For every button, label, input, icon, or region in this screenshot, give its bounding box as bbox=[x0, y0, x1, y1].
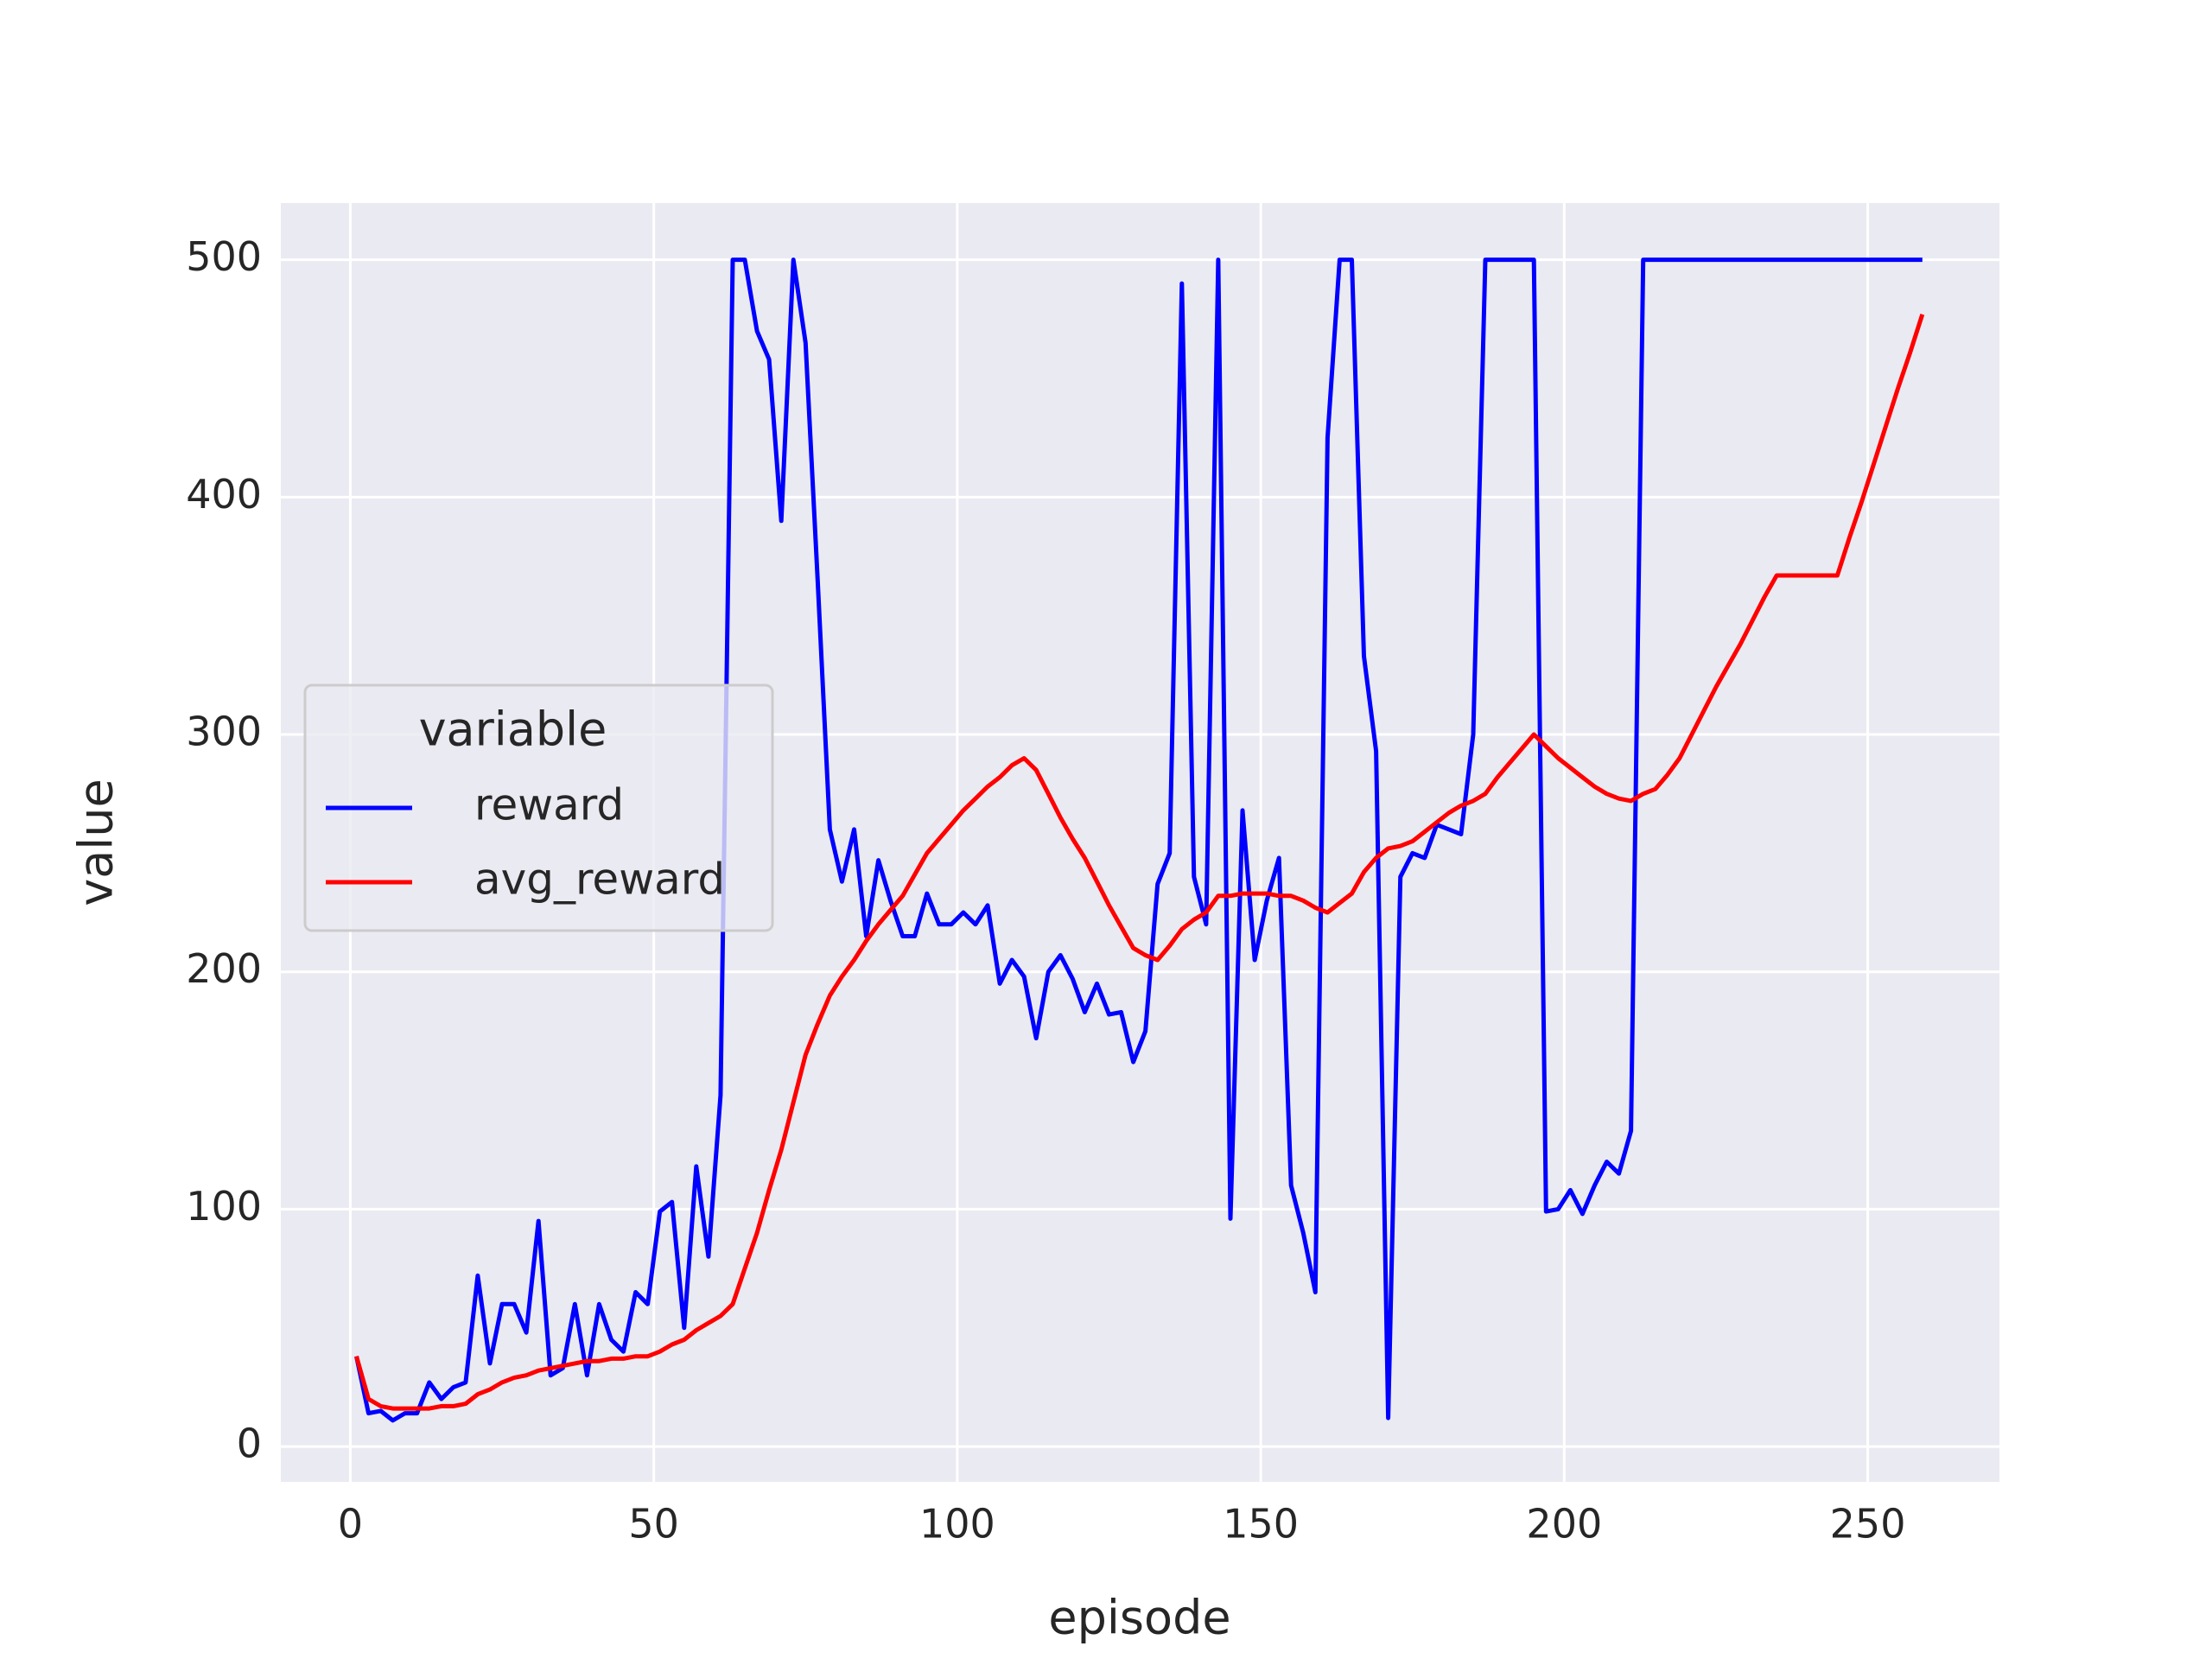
y-tick-label: 300 bbox=[186, 709, 262, 755]
x-tick-label: 250 bbox=[1830, 1501, 1906, 1548]
x-tick-label: 0 bbox=[338, 1501, 363, 1548]
y-tick-label: 200 bbox=[186, 945, 262, 992]
y-tick-label: 400 bbox=[186, 471, 262, 518]
legend-title: variable bbox=[419, 702, 607, 757]
y-tick-label: 0 bbox=[237, 1421, 262, 1467]
y-tick-label: 500 bbox=[186, 233, 262, 280]
data-line bbox=[354, 257, 1923, 1423]
x-tick-label: 200 bbox=[1526, 1501, 1602, 1548]
legend-box bbox=[303, 683, 774, 932]
data-line bbox=[354, 314, 1925, 1411]
y-axis-label: value bbox=[69, 779, 124, 906]
x-axis-label: episode bbox=[1048, 1591, 1230, 1645]
x-tick-label: 50 bbox=[628, 1501, 679, 1548]
x-tick-label: 150 bbox=[1223, 1501, 1299, 1548]
legend-label: reward bbox=[474, 780, 624, 830]
legend-label: avg_reward bbox=[474, 855, 725, 905]
x-tick-label: 100 bbox=[919, 1501, 995, 1548]
y-tick-label: 100 bbox=[186, 1183, 262, 1230]
